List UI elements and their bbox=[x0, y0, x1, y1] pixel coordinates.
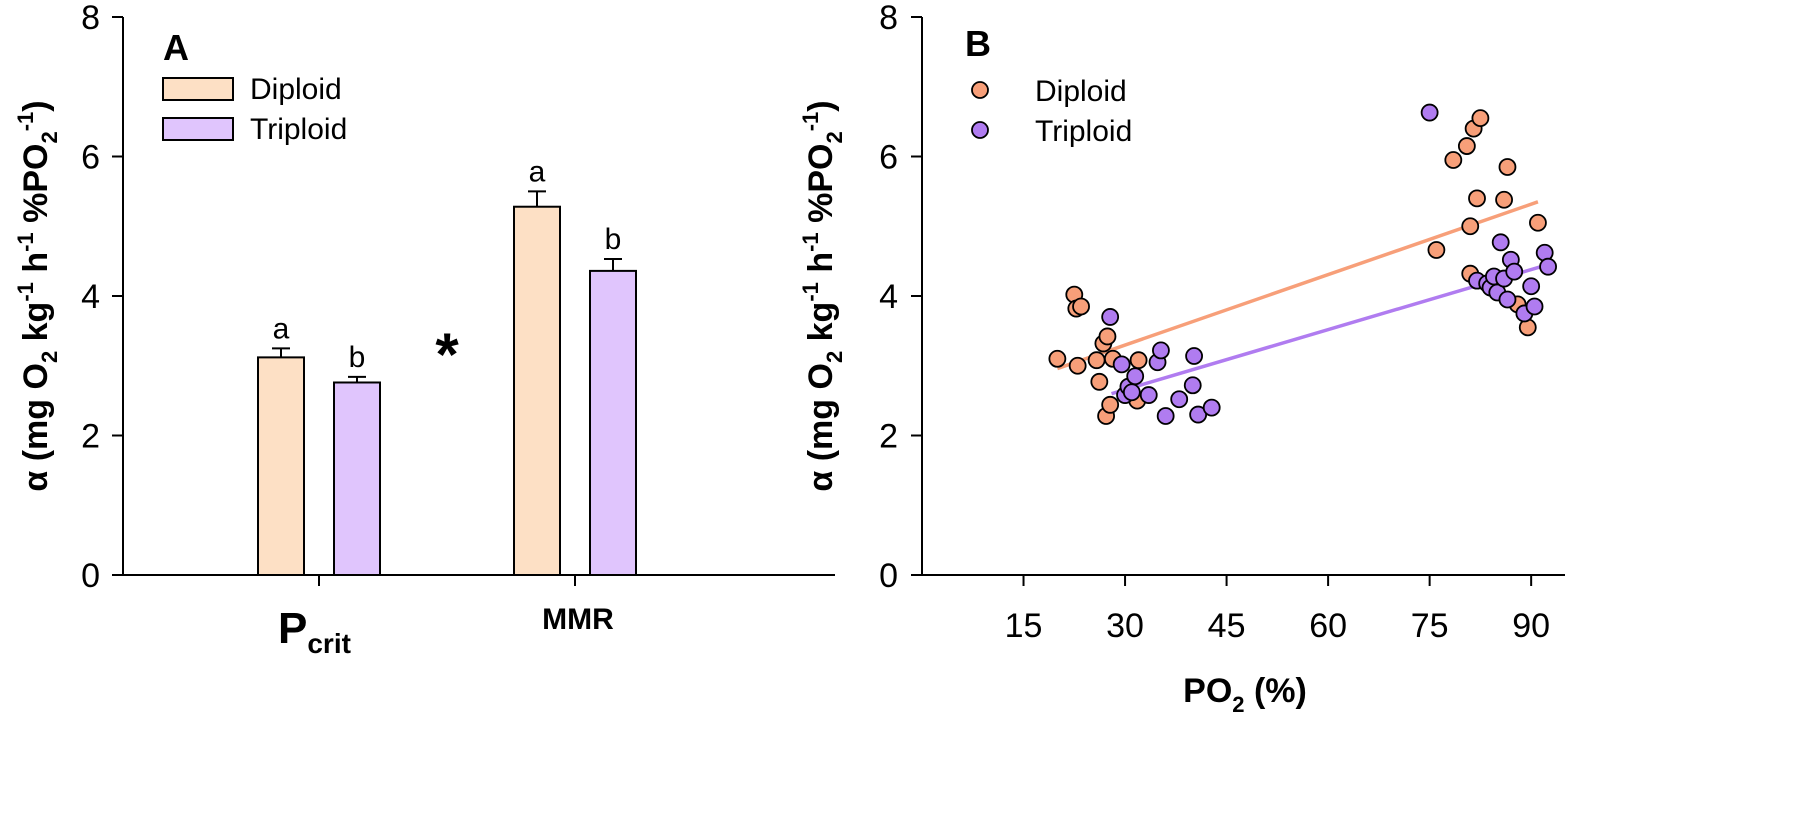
data-point-triploid bbox=[1126, 367, 1145, 386]
data-point-triploid bbox=[1139, 386, 1158, 404]
x-category-pcrit-subscript: crit bbox=[307, 628, 351, 659]
bar-triploid bbox=[589, 269, 637, 576]
panel-b-y-tick-label: 2 bbox=[879, 418, 898, 456]
data-point-diploid bbox=[1471, 109, 1490, 128]
significance-letter-diploid: a bbox=[529, 155, 546, 188]
panel-b-x-axis-label: PO2 (%) bbox=[1183, 672, 1307, 717]
legend-marker-diploid bbox=[971, 81, 989, 99]
legend-label-triploid: Triploid bbox=[1035, 115, 1132, 148]
panel-b-x-ticks: 15 30 45 60 75 90 bbox=[1005, 575, 1550, 645]
regression-line-diploid bbox=[1056, 200, 1539, 371]
data-point-diploid bbox=[1427, 241, 1446, 259]
data-point-triploid bbox=[1202, 398, 1221, 417]
panel-b-y-tick-label: 0 bbox=[879, 557, 898, 595]
panel-a-y-tick-label: 4 bbox=[81, 278, 100, 316]
legend-swatch-diploid bbox=[162, 77, 234, 101]
data-point-triploid bbox=[1491, 233, 1510, 252]
significance-letter-diploid: a bbox=[273, 312, 290, 345]
panel-b-x-tick-label: 75 bbox=[1411, 607, 1449, 645]
legend-label-triploid: Triploid bbox=[250, 113, 347, 146]
panel-a-y-tick-label: 2 bbox=[81, 418, 100, 456]
panel-a-y-tick-label: 6 bbox=[81, 139, 100, 177]
panel-b-x-tick-label: 90 bbox=[1512, 607, 1550, 645]
data-point-diploid bbox=[1461, 217, 1480, 236]
data-point-diploid bbox=[1090, 372, 1109, 391]
data-point-triploid bbox=[1525, 297, 1544, 316]
panel-b-y-axis-label: α (mg O2 kg-1 h-1 %PO2-1) bbox=[798, 100, 847, 491]
data-point-triploid bbox=[1539, 257, 1557, 276]
data-point-diploid bbox=[1048, 349, 1067, 368]
data-point-diploid bbox=[1468, 189, 1486, 208]
legend-label-diploid: Diploid bbox=[1035, 75, 1127, 108]
legend-label-diploid: Diploid bbox=[250, 73, 342, 106]
panel-a-bar-chart: 0 2 4 6 8 a a b b A Diploid Triploid * Pcrit MM… bbox=[13, 0, 835, 659]
panel-a-y-tick-label: 8 bbox=[81, 0, 100, 37]
data-point-triploid bbox=[1183, 376, 1202, 395]
panel-b-x-tick-label: 45 bbox=[1208, 607, 1246, 645]
data-point-diploid bbox=[1101, 395, 1120, 414]
data-point-triploid bbox=[1420, 103, 1439, 122]
bar-triploid bbox=[333, 381, 381, 576]
panel-a-y-ticks: 0 2 4 6 8 bbox=[81, 0, 123, 595]
panel-b-x-tick-label: 60 bbox=[1309, 607, 1347, 645]
significance-letter-triploid: b bbox=[605, 223, 622, 256]
panel-b-x-tick-label: 15 bbox=[1005, 607, 1043, 645]
data-point-diploid bbox=[1495, 190, 1513, 209]
data-point-diploid bbox=[1087, 351, 1106, 370]
data-point-diploid bbox=[1498, 158, 1517, 176]
data-point-triploid bbox=[1505, 262, 1524, 281]
data-point-triploid bbox=[1170, 390, 1189, 409]
panel-b-y-ticks: 0 2 4 6 8 bbox=[879, 0, 922, 595]
panel-b-y-tick-label: 6 bbox=[879, 139, 898, 177]
panel-b-points bbox=[1048, 103, 1557, 425]
legend-marker-triploid bbox=[971, 121, 989, 139]
data-point-triploid bbox=[1122, 383, 1141, 402]
data-point-triploid bbox=[1101, 308, 1120, 326]
data-point-triploid bbox=[1152, 341, 1170, 360]
data-point-triploid bbox=[1156, 407, 1175, 425]
data-point-triploid bbox=[1522, 277, 1541, 296]
panel-b-y-tick-label: 4 bbox=[879, 278, 898, 316]
panel-b-legend: Diploid Triploid bbox=[971, 75, 1132, 148]
significance-letter-triploid: b bbox=[349, 341, 366, 374]
data-point-triploid bbox=[1189, 405, 1208, 424]
data-point-diploid bbox=[1098, 327, 1117, 346]
bar-diploid bbox=[257, 356, 305, 576]
legend-swatch-triploid bbox=[162, 117, 234, 141]
data-point-diploid bbox=[1457, 137, 1476, 155]
data-point-triploid bbox=[1498, 290, 1517, 309]
data-point-triploid bbox=[1185, 347, 1203, 365]
x-category-mmr: MMR bbox=[542, 603, 614, 636]
data-point-diploid bbox=[1444, 151, 1463, 169]
panel-a-y-tick-label: 0 bbox=[81, 557, 100, 595]
x-category-pcrit-main: P bbox=[278, 604, 307, 653]
significance-asterisk: * bbox=[435, 321, 459, 388]
panel-a-y-axis-label: α (mg O2 kg-1 h-1 %PO2-1) bbox=[13, 100, 62, 491]
data-point-triploid bbox=[1112, 355, 1131, 374]
panel-b-letter: B bbox=[965, 23, 991, 64]
data-point-diploid bbox=[1529, 213, 1547, 232]
data-point-diploid bbox=[1068, 356, 1087, 375]
data-point-diploid bbox=[1072, 297, 1090, 316]
panel-b-y-tick-label: 8 bbox=[879, 0, 898, 37]
panel-a-legend: Diploid Triploid bbox=[162, 73, 347, 146]
x-category-pcrit: Pcrit bbox=[278, 604, 351, 659]
panel-a-letter: A bbox=[163, 27, 189, 68]
bar-diploid bbox=[513, 205, 561, 576]
panel-b-scatter-plot: 0 2 4 6 8 15 30 45 60 75 90 B Diploid Triploid PO… bbox=[798, 0, 1565, 717]
panel-b-x-tick-label: 30 bbox=[1106, 607, 1144, 645]
panel-a-bars: a a b b bbox=[257, 155, 637, 576]
data-point-diploid bbox=[1129, 351, 1148, 370]
